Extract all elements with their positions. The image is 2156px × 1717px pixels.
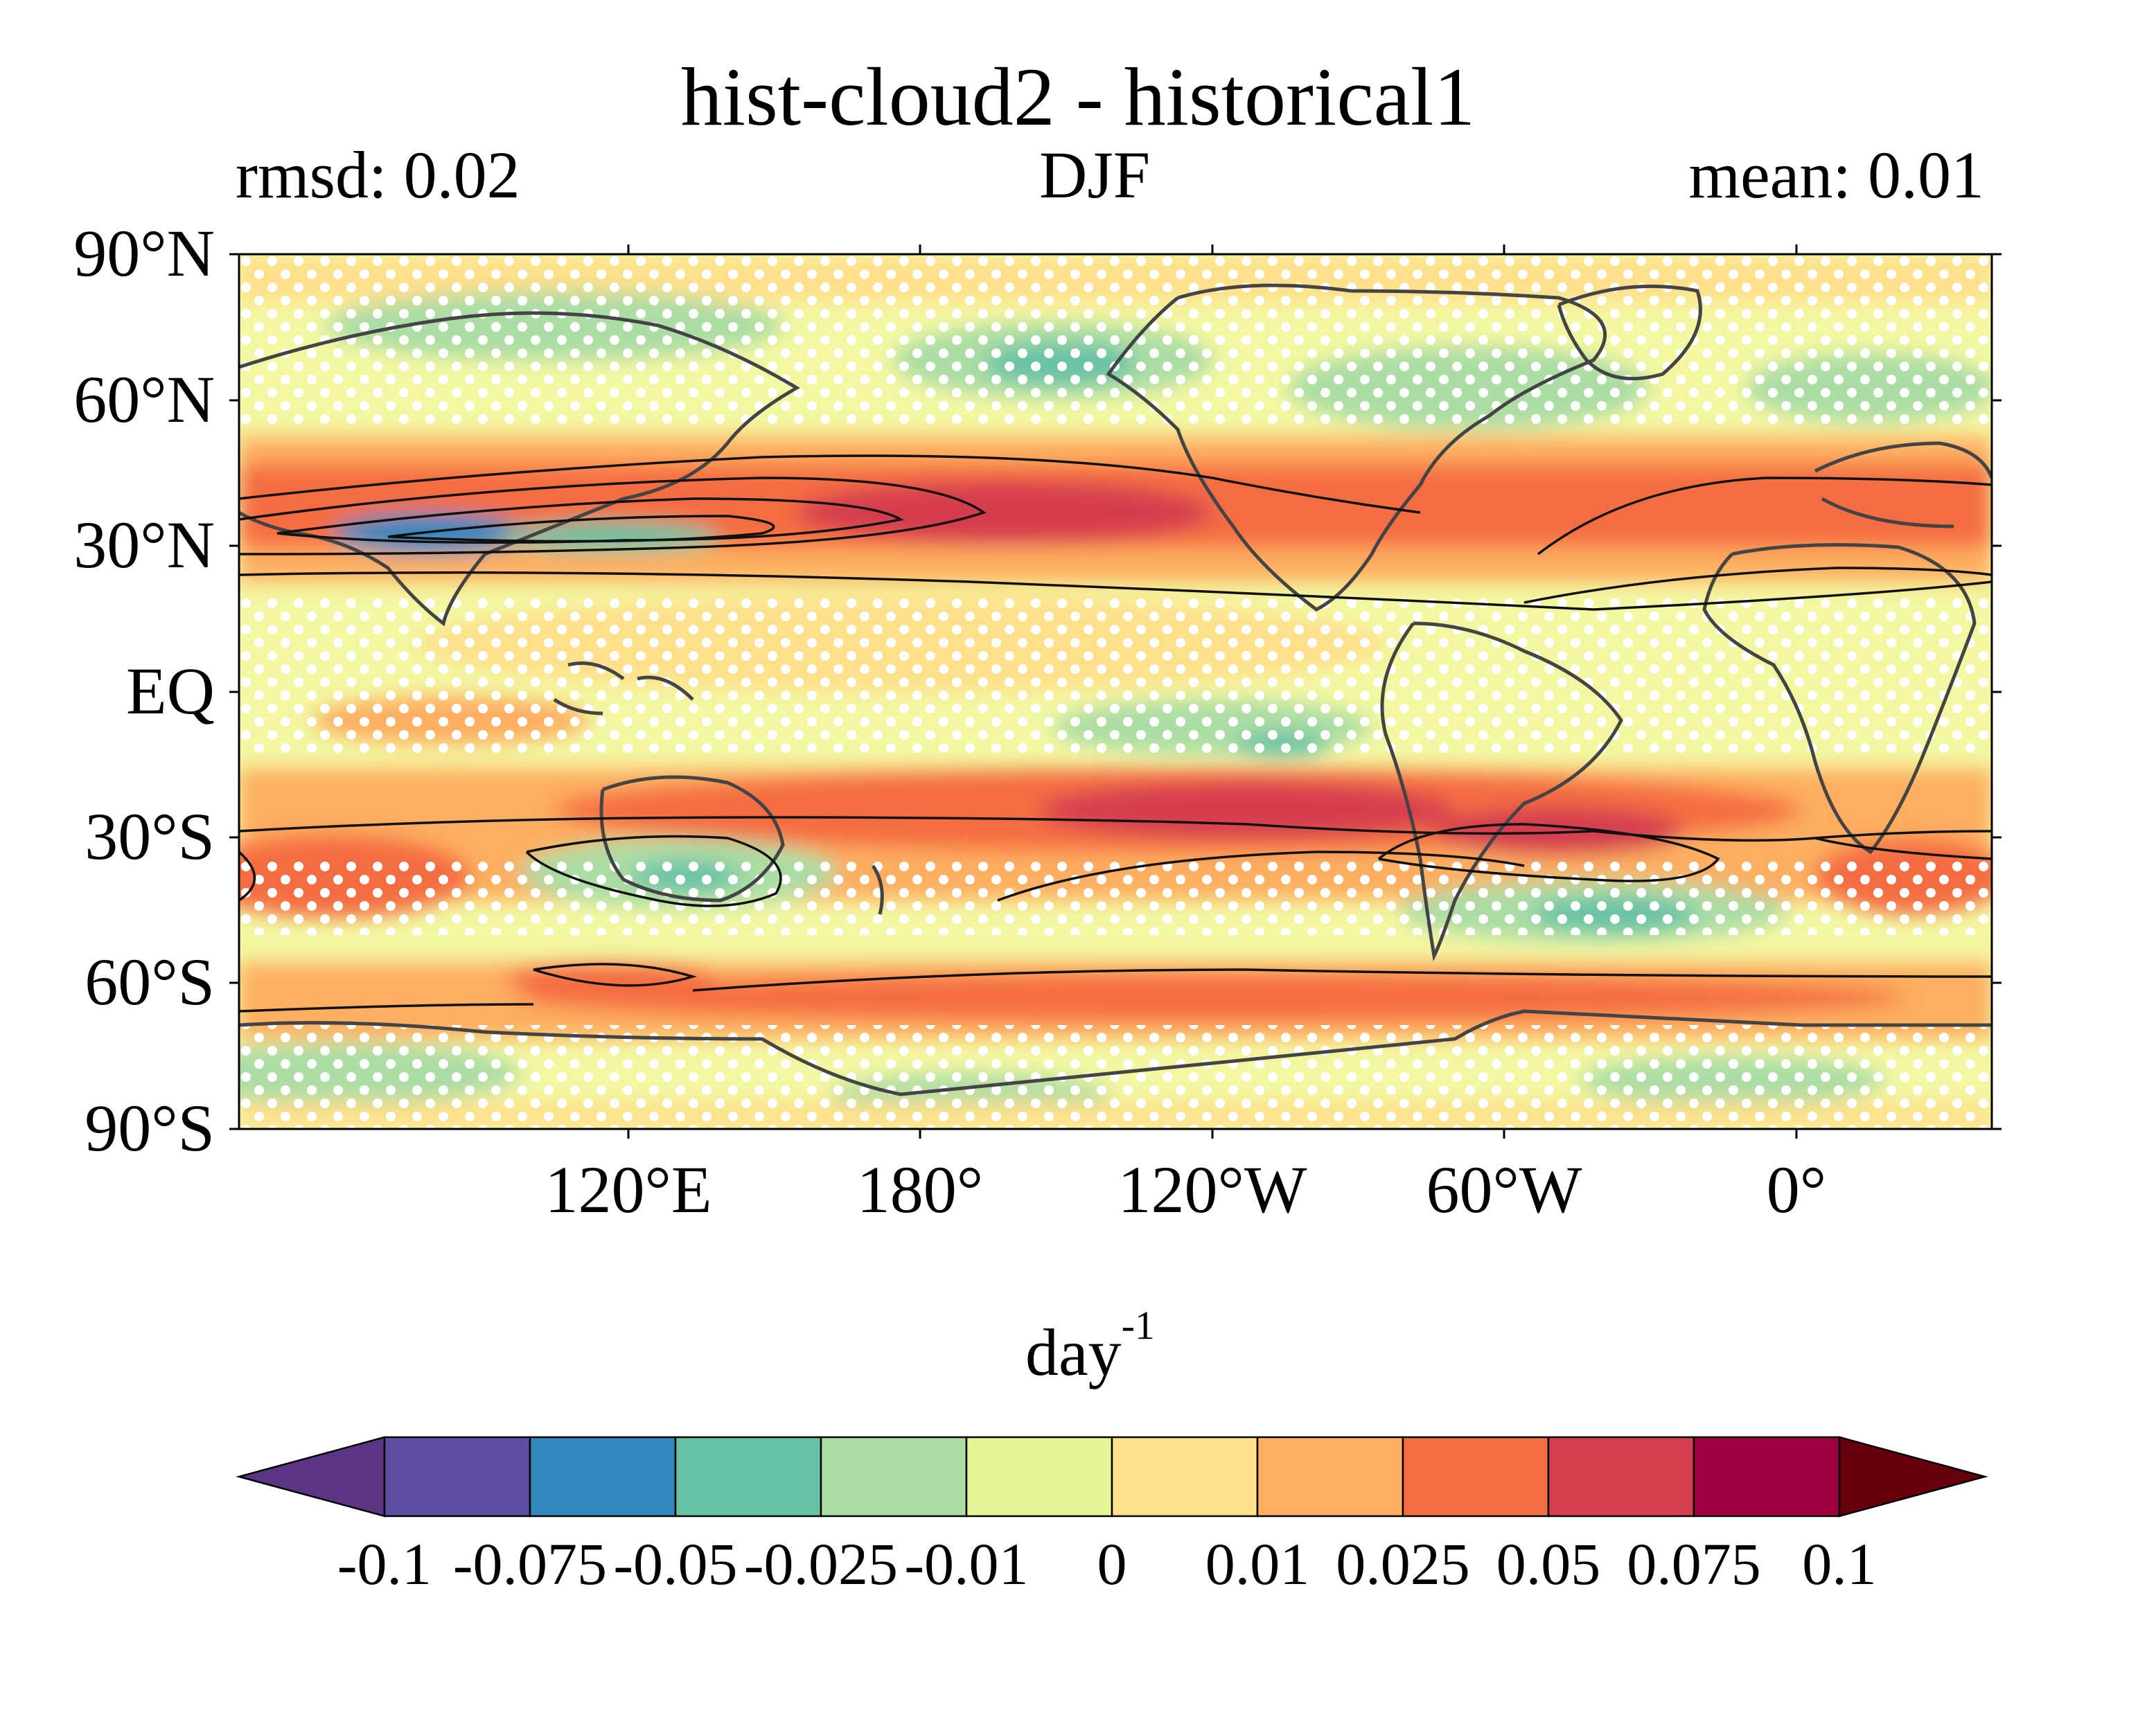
lat-label-60n: 60°N <box>73 362 215 436</box>
colorbar-tick-label: 0.075 <box>1627 1531 1761 1597</box>
colorbar-bin-9 <box>1547 1436 1695 1518</box>
lon-label-0: 0° <box>1766 1153 1827 1227</box>
contour-sh-5 <box>1814 837 1992 860</box>
coast-south-america <box>1380 621 1623 961</box>
colorbar-bin-5 <box>965 1436 1113 1518</box>
contour-sh-8 <box>692 968 1992 992</box>
contours <box>239 454 1992 1013</box>
lon-label-180: 180° <box>856 1153 984 1227</box>
contour-sh-6 <box>239 851 256 902</box>
field-sh-crimson <box>1039 783 1455 838</box>
coast-europe <box>1814 441 1992 528</box>
contour-sh-1 <box>239 816 1992 842</box>
field-nh-crimson <box>797 481 1212 544</box>
field-sh-crimson2 <box>1434 807 1684 855</box>
coast-greenland <box>1557 284 1702 381</box>
contour-sh-7 <box>533 963 698 987</box>
contour-sh-3 <box>997 851 1525 902</box>
colorbar-bin-8 <box>1402 1436 1550 1518</box>
coast-nz <box>871 864 884 915</box>
coast-antarctica <box>239 1009 1992 1096</box>
season-label: DJF <box>1039 138 1151 212</box>
lat-label-60s: 60°S <box>85 945 215 1019</box>
contour-sh-4 <box>1377 823 1720 882</box>
coast-eurasia <box>239 311 800 627</box>
mean-label: mean: 0.01 <box>1688 138 1984 212</box>
colorbar-bin-4 <box>820 1436 968 1518</box>
contour-nh-1 <box>239 454 1421 514</box>
lon-label-120e: 120°E <box>545 1153 712 1227</box>
colorbar <box>236 1436 1988 1518</box>
contour-nh-4 <box>387 515 775 543</box>
contour-nh-3 <box>276 497 904 544</box>
contour-nh-5 <box>239 571 1992 611</box>
colorbar-bin-1 <box>383 1436 531 1518</box>
coast-north-america <box>1106 283 1607 612</box>
lat-label-30s: 30°S <box>85 799 215 873</box>
colorbar-tick-label: -0.1 <box>337 1531 432 1597</box>
contour-sh-2 <box>525 835 782 907</box>
colorbar-units-base: day <box>1025 1315 1122 1389</box>
stippling <box>239 254 1992 1129</box>
lon-label-120w: 120°W <box>1117 1153 1307 1227</box>
map-panel <box>239 254 1992 1129</box>
lat-label-90n: 90°N <box>73 216 215 290</box>
colorbar-tick-label: -0.01 <box>904 1531 1029 1597</box>
colorbar-units-exponent: -1 <box>1121 1303 1155 1348</box>
map-frame <box>229 244 2002 1139</box>
coast-maritime <box>553 661 694 715</box>
lon-label-60w: 60°W <box>1426 1153 1582 1227</box>
colorbar-tick-label: -0.075 <box>452 1531 608 1597</box>
colorbar-tick-label: -0.05 <box>613 1531 738 1597</box>
coast-africa <box>1702 543 1977 855</box>
colorbar-bin-10 <box>1693 1436 1841 1518</box>
contour-nh-7 <box>1523 567 1992 604</box>
rmsd-label: rmsd: 0.02 <box>236 138 520 212</box>
colorbar-tick-label: -0.025 <box>743 1531 899 1597</box>
lat-label-eq: EQ <box>126 654 215 728</box>
field-nh-blue2 <box>499 522 721 552</box>
contour-sh-9 <box>239 1003 534 1013</box>
coast-australia <box>599 775 785 902</box>
field-sh-high-red2 <box>506 963 714 997</box>
colorbar-under-triangle <box>236 1436 386 1518</box>
colorbar-units: day-1 <box>1025 1306 1155 1386</box>
colorbar-over-triangle <box>1838 1436 1988 1518</box>
colorbar-bin-6 <box>1111 1436 1259 1518</box>
lat-label-30n: 30°N <box>73 508 215 582</box>
colorbar-bin-7 <box>1256 1436 1404 1518</box>
colorbar-tick-label: 0.025 <box>1336 1531 1470 1597</box>
colorbar-bin-2 <box>529 1436 677 1518</box>
lat-label-90s: 90°S <box>85 1091 215 1165</box>
coastlines <box>239 283 1992 1096</box>
colorbar-tick-label: 0.1 <box>1802 1531 1877 1597</box>
colorbar-bin-3 <box>674 1436 822 1518</box>
colorbar-tick-label: 0.01 <box>1205 1531 1310 1597</box>
colorbar-tick-label: 0.05 <box>1496 1531 1601 1597</box>
contour-nh-2 <box>239 477 987 555</box>
colorbar-tick-label: 0 <box>1097 1531 1127 1597</box>
map-title: hist-cloud2 - historical1 <box>680 51 1476 143</box>
contour-nh-6 <box>1537 477 1992 555</box>
field-sh-high-red <box>520 973 1905 1022</box>
